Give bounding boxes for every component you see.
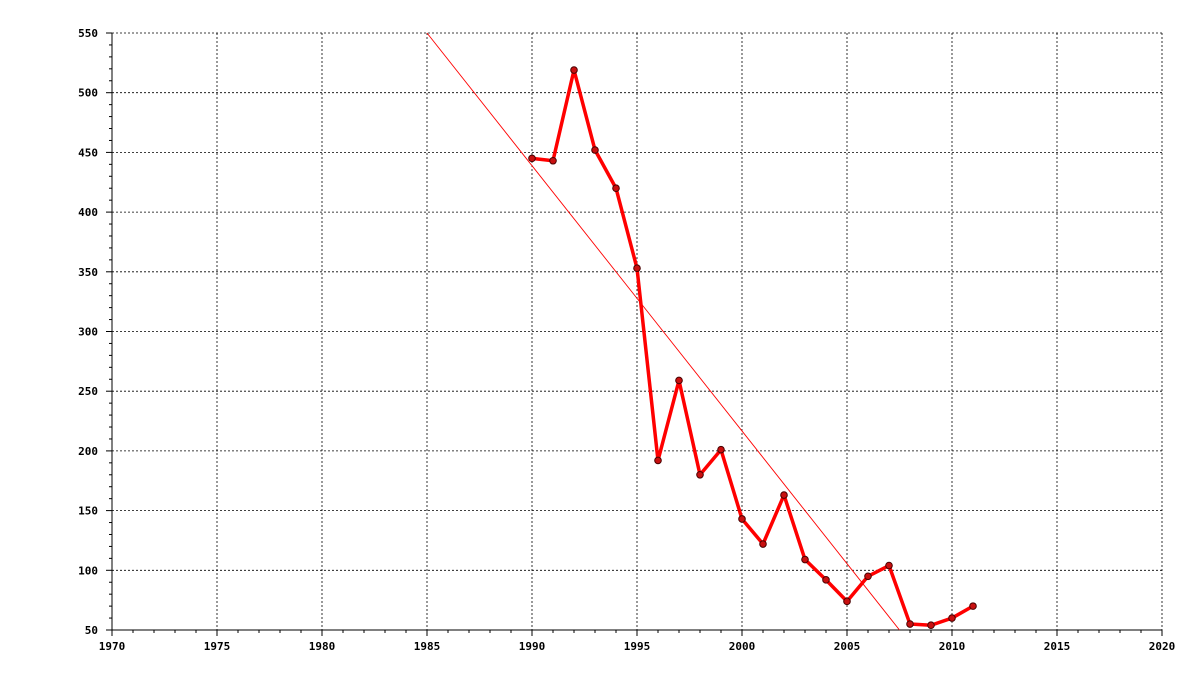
data-point <box>969 602 977 610</box>
x-tick-label: 1995 <box>624 640 651 653</box>
grid <box>111 32 1163 631</box>
y-tick-label: 400 <box>78 206 98 219</box>
x-tick-label: 2005 <box>834 640 861 653</box>
tick-labels: 1970 1975 1980 1985 1990 1995 2000 2005 2010 2015… <box>78 27 1175 653</box>
x-tick-label: 2000 <box>729 640 756 653</box>
data-point <box>570 66 578 74</box>
x-tick-label: 1985 <box>414 640 441 653</box>
data-point <box>696 470 704 479</box>
y-tick-label: 500 <box>78 87 98 100</box>
data-point <box>528 154 536 163</box>
x-tick-label: 2015 <box>1044 640 1071 653</box>
data-point <box>822 576 830 584</box>
data-point <box>780 491 788 499</box>
x-tick-label: 1980 <box>309 640 336 653</box>
series-group <box>528 66 977 630</box>
data-point <box>843 597 851 606</box>
data-point <box>864 572 872 581</box>
y-tick-label: 200 <box>78 445 98 458</box>
x-tick-label: 1975 <box>204 640 231 653</box>
data-point <box>885 561 893 570</box>
data-point <box>549 156 557 165</box>
y-tick-label: 150 <box>78 505 98 518</box>
y-tick-label: 550 <box>78 27 98 40</box>
trendline-group <box>426 32 900 631</box>
data-point <box>612 184 620 193</box>
trendline <box>426 32 900 631</box>
data-point <box>801 555 809 564</box>
series-line <box>530 68 975 627</box>
data-point <box>906 620 914 628</box>
y-tick-label: 300 <box>78 326 98 339</box>
data-point <box>591 146 599 154</box>
y-tick-label: 450 <box>78 146 98 159</box>
x-tick-label: 1970 <box>99 640 126 653</box>
data-point <box>654 456 662 465</box>
data-point <box>927 621 935 630</box>
x-tick-label: 1990 <box>519 640 546 653</box>
y-tick-label: 50 <box>85 624 98 637</box>
x-tick-label: 2010 <box>939 640 966 653</box>
data-point <box>675 376 683 385</box>
data-point <box>717 445 725 454</box>
y-tick-label: 350 <box>78 266 98 279</box>
axes <box>106 32 1163 636</box>
y-tick-label: 250 <box>78 385 98 398</box>
data-point <box>633 264 641 273</box>
data-point <box>738 515 746 523</box>
x-tick-label: 2020 <box>1149 640 1176 653</box>
data-point <box>759 540 767 548</box>
data-point <box>948 614 956 622</box>
y-tick-label: 100 <box>78 564 98 577</box>
